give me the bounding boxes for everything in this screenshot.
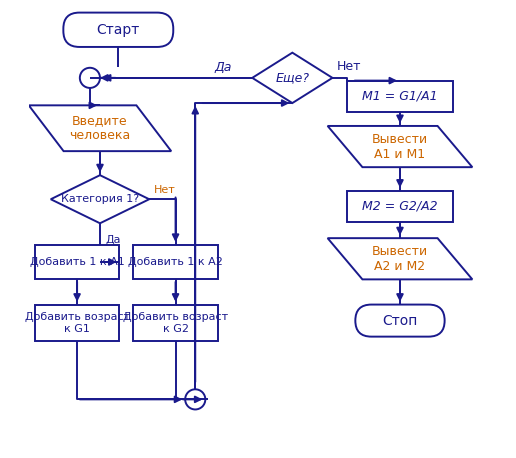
Bar xyxy=(347,81,453,112)
Text: Добавить 1 к А1: Добавить 1 к А1 xyxy=(30,257,124,267)
Text: Стоп: Стоп xyxy=(382,314,417,327)
Text: Введите
человека: Введите человека xyxy=(69,114,131,142)
Bar xyxy=(35,245,120,279)
Text: Добавить возраст
к G1: Добавить возраст к G1 xyxy=(25,312,130,334)
Text: Старт: Старт xyxy=(96,23,140,37)
Polygon shape xyxy=(328,238,472,279)
Polygon shape xyxy=(252,53,332,103)
Text: Да: Да xyxy=(105,235,121,245)
FancyBboxPatch shape xyxy=(356,305,445,337)
Text: Еще?: Еще? xyxy=(276,71,310,84)
Polygon shape xyxy=(51,175,149,224)
Text: Нет: Нет xyxy=(154,185,175,195)
Text: M1 = G1/A1: M1 = G1/A1 xyxy=(362,90,438,103)
Bar xyxy=(133,305,218,341)
Text: Да: Да xyxy=(214,61,232,74)
Text: Добавить возраст
к G2: Добавить возраст к G2 xyxy=(123,312,228,334)
Polygon shape xyxy=(29,105,171,151)
Text: Добавить 1 к А2: Добавить 1 к А2 xyxy=(128,257,223,267)
Bar xyxy=(347,191,453,222)
Polygon shape xyxy=(328,126,472,167)
Text: Вывести
А2 и М2: Вывести А2 и М2 xyxy=(372,245,428,273)
Bar xyxy=(35,305,120,341)
Text: Нет: Нет xyxy=(337,60,362,73)
Text: M2 = G2/A2: M2 = G2/A2 xyxy=(362,200,438,213)
Circle shape xyxy=(185,389,205,409)
FancyBboxPatch shape xyxy=(63,12,173,47)
Bar xyxy=(133,245,218,279)
Circle shape xyxy=(80,68,100,88)
Text: Категория 1?: Категория 1? xyxy=(61,194,139,204)
Text: Вывести
А1 и М1: Вывести А1 и М1 xyxy=(372,132,428,161)
